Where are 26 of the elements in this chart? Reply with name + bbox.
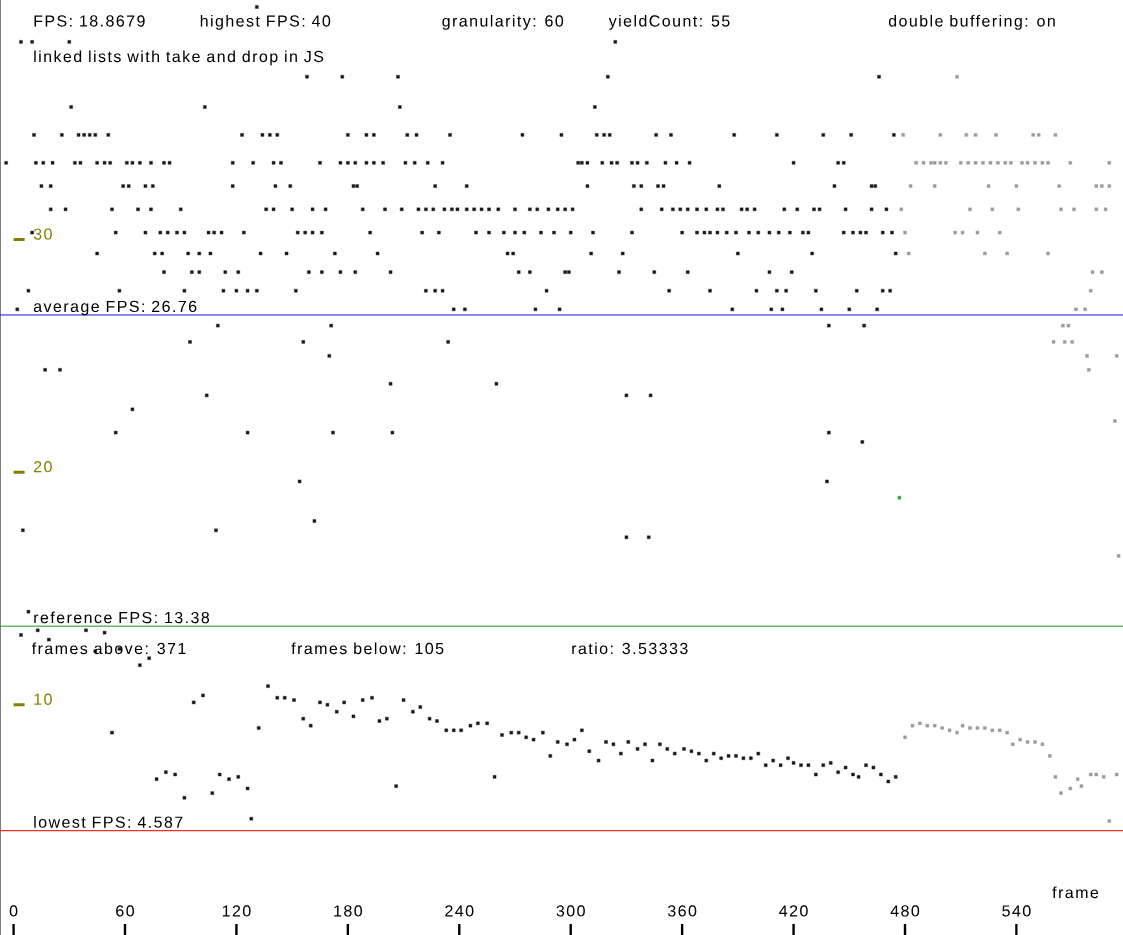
text: linked lists with take and drop in JS: [34, 50, 324, 66]
x-tick-label: 540: [1002, 905, 1031, 917]
x-axis-title: frame: [1052, 886, 1099, 899]
annotation: frames below: 105: [291, 642, 444, 655]
x-tick-label: 420: [779, 905, 808, 917]
x-tick-label: 180: [334, 905, 362, 917]
ref-line-label: average FPS: 26.76: [33, 300, 197, 316]
annotation: granularity: 60: [442, 14, 564, 30]
x-tick-label: 60: [116, 905, 134, 917]
x-tick-label: 360: [667, 905, 697, 917]
y-tick-label: 30: [33, 228, 52, 240]
x-tick-label: 240: [445, 905, 474, 917]
ref-line-label: lowest FPS: 4.587: [34, 816, 183, 828]
annotation: FPS: 18.8679: [34, 15, 145, 27]
x-tick-label: 120: [222, 905, 251, 917]
annotation: ratio: 3.53333: [572, 642, 688, 655]
x-tick-label: 0: [9, 905, 18, 917]
y-tick-label: 10: [34, 693, 52, 705]
ref-line-label: reference FPS: 13.38: [34, 611, 210, 624]
annotation: yieldCount: 55: [608, 14, 730, 30]
x-tick-label: 300: [556, 905, 585, 917]
x-tick-label: 480: [890, 905, 920, 917]
annotation: frames above: 371: [31, 642, 186, 655]
annotation: highest FPS: 40: [200, 14, 331, 30]
annotation: double buffering: on: [888, 14, 1055, 30]
y-tick-label: 20: [34, 460, 52, 473]
